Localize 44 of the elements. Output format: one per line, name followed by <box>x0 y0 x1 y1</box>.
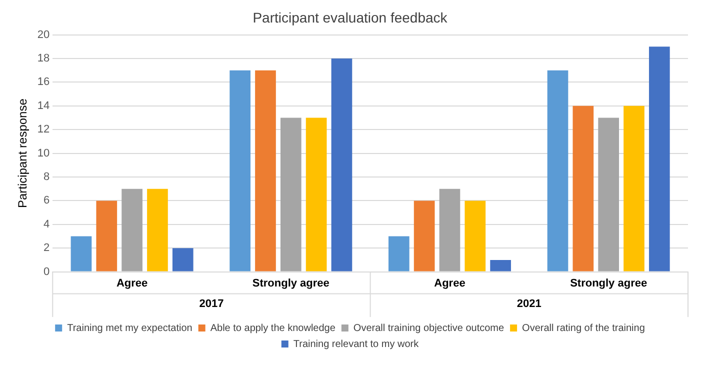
bar <box>388 236 410 272</box>
bar <box>255 70 276 272</box>
bar <box>414 200 435 272</box>
y-tick-label: 4 <box>44 218 50 230</box>
bar <box>572 106 594 272</box>
bar <box>306 118 327 272</box>
bar <box>147 188 168 272</box>
bar <box>464 200 486 272</box>
y-tick-label: 18 <box>37 52 50 65</box>
y-tick-label: 14 <box>37 100 50 112</box>
x-tick-label: Agree <box>116 277 148 290</box>
y-tick-label: 10 <box>37 147 50 160</box>
y-axis-title: Participant response <box>16 98 30 208</box>
bar <box>280 118 302 272</box>
legend-label: Training met my expectation <box>67 322 192 334</box>
y-tick-label: 0 <box>44 266 50 278</box>
bar <box>96 200 118 272</box>
bar <box>70 236 92 272</box>
bar <box>331 58 352 272</box>
legend-label: Training relevant to my work <box>293 338 420 350</box>
y-tick-label: 6 <box>44 194 50 207</box>
bar <box>122 188 142 272</box>
bar <box>230 70 250 272</box>
y-tick-label: 16 <box>37 76 50 88</box>
x-tick-label: Strongly agree <box>570 277 648 290</box>
y-tick-label: 20 <box>37 28 50 41</box>
legend-label: Able to apply the knowledge <box>210 322 336 334</box>
legend-label: Overall rating of the training <box>522 322 645 334</box>
y-tick-label: 2 <box>44 242 50 254</box>
x-tick-label: Agree <box>434 277 466 290</box>
bar <box>624 106 644 272</box>
chart-title: Participant evaluation feedback <box>252 9 448 26</box>
text: 2021 <box>516 298 542 310</box>
x-tick-label: Strongly agree <box>252 277 330 290</box>
bar <box>490 260 511 272</box>
bar <box>439 188 460 272</box>
bar <box>648 46 670 272</box>
legend-label: Overall training objective outcome <box>353 322 504 334</box>
bar <box>172 248 194 272</box>
text: 2017 <box>199 298 224 310</box>
y-tick-label: 12 <box>37 124 50 136</box>
bar <box>598 118 619 272</box>
y-tick-label: 8 <box>44 171 50 184</box>
bar <box>547 70 568 272</box>
